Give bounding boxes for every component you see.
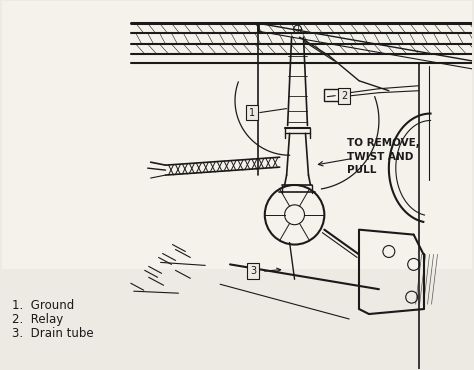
Text: 2: 2 — [341, 91, 347, 101]
Text: 2.  Relay: 2. Relay — [12, 313, 63, 326]
Text: 1: 1 — [249, 108, 255, 118]
Text: 3: 3 — [250, 266, 256, 276]
Text: TO REMOVE,
TWIST AND
PULL: TO REMOVE, TWIST AND PULL — [347, 138, 420, 175]
Bar — [2, 1, 472, 269]
Text: 1.  Ground: 1. Ground — [12, 299, 74, 312]
Text: 3.  Drain tube: 3. Drain tube — [12, 327, 93, 340]
Bar — [324, 89, 342, 101]
